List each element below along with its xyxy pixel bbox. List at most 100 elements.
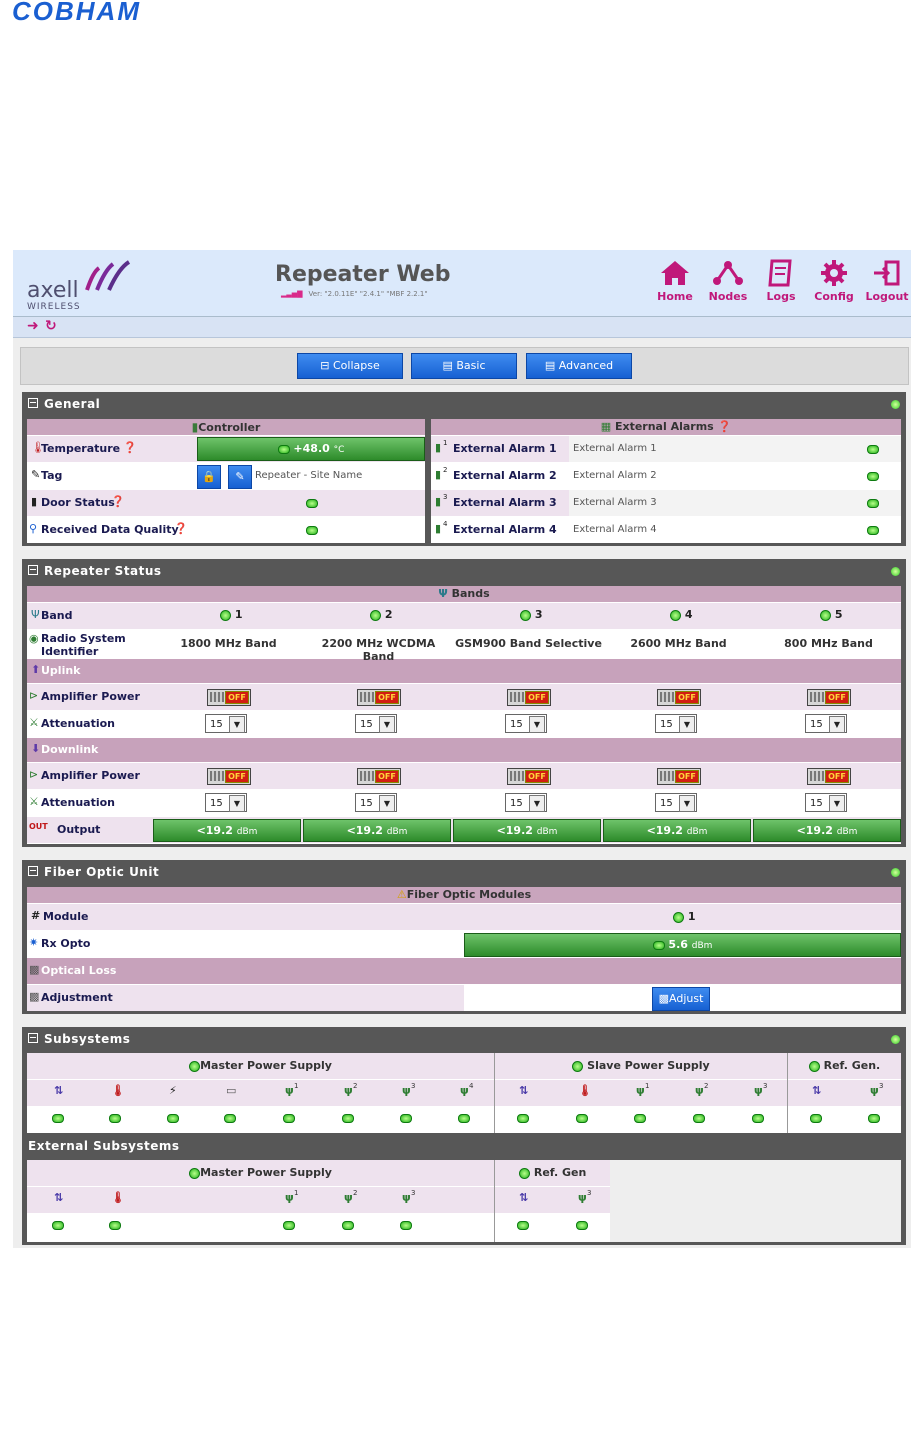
downlink-attenuation-select[interactable]: 15 ▼ [505, 793, 547, 812]
alarm-input-icon: ▮ [435, 495, 442, 508]
help-icon[interactable]: ❓ [123, 441, 137, 454]
tag-icon: ✎ [31, 468, 41, 481]
external-alarm-led [867, 472, 879, 481]
subsystem-led [224, 1114, 236, 1123]
downlink-attenuation-select[interactable]: 15 ▼ [805, 793, 847, 812]
fiber-optic-header[interactable]: Fiber Optic Unit [22, 860, 906, 884]
repeater-status-header[interactable]: Repeater Status [22, 559, 906, 583]
voltage-rail-icon: ψ [578, 1191, 587, 1204]
downlink-attenuation-select[interactable]: 15 ▼ [655, 793, 697, 812]
advanced-button[interactable]: ▤ Advanced [526, 353, 632, 379]
thermometer-icon: 🌡 [578, 1084, 592, 1097]
general-header[interactable]: General [22, 392, 906, 416]
toggle-off-label: OFF [375, 691, 399, 704]
uplink-attenuation-select[interactable]: 15 ▼ [805, 714, 847, 733]
subsystem-led [400, 1221, 412, 1230]
nav-nodes[interactable]: Nodes [703, 258, 753, 303]
output-unit: dBm [686, 827, 708, 837]
downlink-attenuation-select[interactable]: 15 ▼ [205, 793, 247, 812]
nav-home[interactable]: Home [650, 258, 700, 303]
output-value-bar: <19.2 dBm [603, 819, 751, 842]
subsystem-led [283, 1114, 295, 1123]
help-icon[interactable]: ❓ [174, 522, 188, 535]
lock-icon[interactable]: 🔒 [197, 465, 221, 489]
external-alarm-led [867, 445, 879, 454]
view-mode-bar: ⊟ Collapse ▤ Basic ▤ Advanced [20, 347, 909, 385]
toggle-knob [210, 692, 224, 702]
help-icon[interactable]: ❓ [717, 420, 732, 433]
voltage-rail-icon: ψ [636, 1084, 645, 1097]
downlink-amplifier-toggle[interactable]: OFF [207, 768, 251, 785]
uplink-attenuation-select[interactable]: 15 ▼ [655, 714, 697, 733]
adjust-button[interactable]: ▩Adjust [652, 987, 710, 1011]
uplink-attenuation-select[interactable]: 15 ▼ [355, 714, 397, 733]
divider [494, 1053, 495, 1133]
temperature-label: Temperature [41, 442, 121, 455]
rx-opto-unit: dBm [691, 941, 713, 951]
chevron-down-icon: ▼ [679, 716, 695, 733]
back-arrow-icon[interactable]: ➜ [27, 318, 39, 334]
data-quality-led [306, 526, 318, 535]
nav-logs[interactable]: Logs [756, 258, 806, 303]
downlink-amplifier-toggle[interactable]: OFF [807, 768, 851, 785]
output-unit: dBm [236, 827, 258, 837]
nav-logout[interactable]: Logout [862, 258, 912, 303]
external-alarm-label: External Alarm 4 [453, 523, 557, 536]
rail-index: 3 [763, 1082, 768, 1090]
external-alarm-value-cell: External Alarm 1 [569, 436, 901, 462]
output-value-bar: <19.2 dBm [153, 819, 301, 842]
sub-toolbar: ➜ ↻ [13, 317, 911, 338]
subsystems-header[interactable]: Subsystems [22, 1027, 906, 1051]
rail-index: 3 [411, 1189, 416, 1197]
toggle-knob [210, 771, 224, 781]
toggle-off-label: OFF [225, 691, 249, 704]
downlink-amplifier-toggle[interactable]: OFF [507, 768, 551, 785]
nav-config[interactable]: Config [809, 258, 859, 303]
help-icon[interactable]: ❓ [111, 495, 125, 508]
uplink-attenuation-select[interactable]: 15 ▼ [205, 714, 247, 733]
master-psu-label: Master Power Supply [200, 1059, 332, 1072]
chevron-down-icon: ▼ [529, 716, 545, 733]
controller-icon: ▮ [191, 420, 199, 434]
external-alarm-label: External Alarm 1 [453, 442, 557, 455]
uplink-attenuation-row: ⚔ Attenuation [27, 711, 901, 737]
refresh-icon[interactable]: ↻ [45, 318, 57, 334]
temperature-sensor-icon: ⇅ [519, 1191, 529, 1204]
external-alarm-label: External Alarm 3 [453, 496, 557, 509]
uplink-amplifier-toggle[interactable]: OFF [507, 689, 551, 706]
divider [787, 1053, 788, 1133]
output-value: <19.2 [646, 824, 683, 837]
uplink-amplifier-toggle[interactable]: OFF [807, 689, 851, 706]
collapse-button[interactable]: ⊟ Collapse [297, 353, 403, 379]
band-number: 1 [220, 608, 243, 621]
chevron-down-icon: ▼ [229, 716, 245, 733]
uplink-amplifier-toggle[interactable]: OFF [357, 689, 401, 706]
downlink-attenuation-select[interactable]: 15 ▼ [355, 793, 397, 812]
radio-icon: ◉ [29, 632, 39, 645]
alarm-input-icon: ▮ [435, 522, 442, 535]
uplink-attenuation-select[interactable]: 15 ▼ [505, 714, 547, 733]
optical-loss-icon: ▩ [29, 963, 40, 976]
rail-index: 2 [704, 1082, 709, 1090]
subsystem-led [283, 1221, 295, 1230]
toggle-off-label: OFF [675, 691, 699, 704]
uplink-attenuation-value: 15 [360, 719, 373, 730]
external-alarm-led [867, 526, 879, 535]
downlink-amplifier-toggle[interactable]: OFF [357, 768, 401, 785]
uplink-amplifier-row: ⊳ Amplifier Power [27, 684, 901, 710]
app-header: axell WIRELESS Repeater Web ▂▃▅▇ Ver: "2.… [13, 250, 911, 317]
bands-header: Ψ Bands [27, 586, 901, 602]
ext-ref-gen-header: Ref. Gen [495, 1160, 610, 1186]
downlink-amplifier-row: ⊳ Amplifier Power [27, 763, 901, 789]
output-unit: dBm [536, 827, 558, 837]
band-row: Ψ Band [27, 603, 901, 629]
edit-icon[interactable]: ✎ [228, 465, 252, 489]
basic-button[interactable]: ▤ Basic [411, 353, 517, 379]
external-alarm-value: External Alarm 4 [573, 524, 657, 535]
uplink-amplifier-toggle[interactable]: OFF [657, 689, 701, 706]
ext-subsystem-icon-row [27, 1187, 610, 1213]
logo-wireless-text: WIRELESS [27, 302, 81, 312]
subsystem-led [810, 1114, 822, 1123]
downlink-amplifier-toggle[interactable]: OFF [657, 768, 701, 785]
uplink-amplifier-toggle[interactable]: OFF [207, 689, 251, 706]
